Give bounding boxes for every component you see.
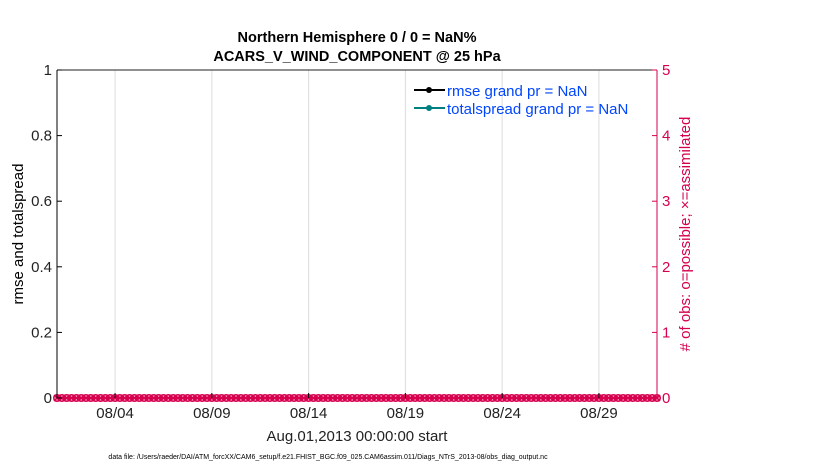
y-right-tick-label: 5 [662, 62, 670, 79]
y-axis-label: rmse and totalspread [10, 164, 27, 305]
y-axis-right-label: # of obs: o=possible; ×=assimilated [677, 117, 694, 352]
legend-label-totalspread: totalspread grand pr = NaN [447, 101, 628, 118]
x-tick-label: 08/29 [580, 405, 618, 422]
y-right-tick-label: 3 [662, 193, 670, 210]
y-tick-label: 0 [44, 390, 52, 407]
chart-title-line1: Northern Hemisphere 0 / 0 = NaN% [238, 30, 477, 46]
x-axis-label: Aug.01,2013 00:00:00 start [267, 428, 449, 445]
legend-marker-totalspread [426, 105, 432, 111]
x-tick-label: 08/19 [387, 405, 425, 422]
y-right-tick-label: 2 [662, 259, 670, 276]
y-right-tick-label: 1 [662, 324, 670, 341]
y-tick-label: 0.8 [31, 128, 52, 145]
chart-title-line2: ACARS_V_WIND_COMPONENT @ 25 hPa [213, 49, 501, 65]
x-tick-label: 08/14 [290, 405, 328, 422]
y-tick-label: 1 [44, 62, 52, 79]
legend-marker-rmse [426, 87, 432, 93]
y-right-tick-label: 0 [662, 390, 670, 407]
y-tick-label: 0.4 [31, 259, 52, 276]
legend-label-rmse: rmse grand pr = NaN [447, 83, 587, 100]
y-tick-label: 0.2 [31, 324, 52, 341]
x-tick-label: 08/04 [96, 405, 134, 422]
legend: rmse grand pr = NaN totalspread grand pr… [414, 83, 628, 118]
x-tick-label: 08/09 [193, 405, 231, 422]
footnote: data file: /Users/raeder/DAI/ATM_forcXX/… [108, 454, 548, 461]
y-tick-label: 0.6 [31, 193, 52, 210]
x-tick-label: 08/24 [483, 405, 521, 422]
y-right-tick-label: 4 [662, 128, 670, 145]
